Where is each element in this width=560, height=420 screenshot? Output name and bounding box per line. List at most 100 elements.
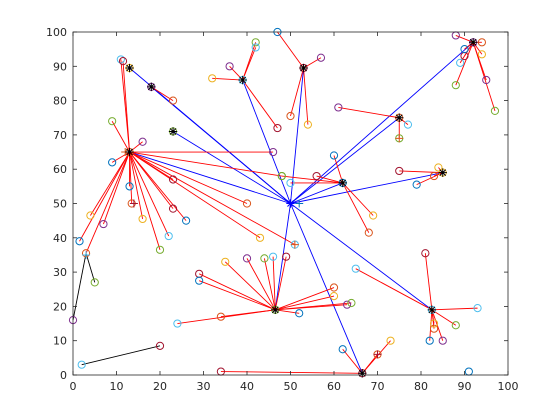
member-node <box>434 163 443 172</box>
cluster-link <box>274 256 287 310</box>
cluster-link <box>424 253 433 310</box>
member-node <box>164 231 173 241</box>
cluster-link <box>129 152 133 204</box>
cluster-link <box>198 273 276 311</box>
x-tick-label: 0 <box>70 380 77 393</box>
cluster-link <box>85 151 130 254</box>
standalone-node <box>77 360 86 369</box>
member-node <box>242 254 252 263</box>
x-tick-label: 20 <box>153 380 167 393</box>
member-node <box>75 237 84 246</box>
cluster-link <box>129 151 282 177</box>
member-node <box>473 304 482 313</box>
member-node <box>451 321 460 330</box>
cluster-head-marker <box>271 305 280 315</box>
member-node <box>451 81 460 90</box>
cluster-link <box>111 120 130 153</box>
cluster-link <box>275 295 335 311</box>
y-tick-label: 10 <box>53 335 67 348</box>
standalone-node <box>90 278 99 287</box>
member-node <box>429 319 439 328</box>
member-node <box>273 123 282 133</box>
member-node <box>251 38 260 47</box>
member-node <box>312 171 321 181</box>
x-tick-label: 100 <box>498 380 519 393</box>
member-node <box>277 171 286 181</box>
backbone-link <box>290 203 363 374</box>
cluster-head-marker <box>338 178 347 188</box>
member-node <box>168 204 178 213</box>
cluster-head-marker <box>358 369 367 378</box>
member-node <box>168 96 178 105</box>
member-node <box>295 309 304 318</box>
member-node <box>425 336 434 345</box>
cluster-link <box>290 67 304 117</box>
cluster-link <box>303 67 309 125</box>
member-node <box>477 38 486 47</box>
backbone-link <box>242 79 291 204</box>
member-node <box>118 57 128 66</box>
member-node <box>138 214 147 224</box>
member-node <box>286 178 295 188</box>
member-node <box>108 117 117 126</box>
y-tick-label: 60 <box>53 163 67 176</box>
y-tick-label: 0 <box>60 369 67 382</box>
extra-marker <box>295 199 304 208</box>
cluster-link <box>433 172 443 177</box>
cluster-link <box>90 151 130 216</box>
isolated-link <box>72 253 87 321</box>
member-node <box>242 199 252 208</box>
member-node <box>125 182 134 191</box>
y-tick-label: 90 <box>53 60 67 73</box>
backbone-link <box>151 86 291 204</box>
member-node <box>477 50 486 59</box>
cluster-link <box>431 307 478 311</box>
x-tick-label: 80 <box>414 380 428 393</box>
backbone-link <box>290 172 443 204</box>
cluster-head-marker <box>438 168 447 177</box>
member-node <box>338 345 347 354</box>
member-node <box>421 249 430 258</box>
cluster-link <box>342 348 363 374</box>
member-node <box>395 166 404 176</box>
cluster-link <box>198 280 276 311</box>
isolated-link <box>81 345 161 366</box>
member-node <box>403 120 413 129</box>
y-tick-label: 70 <box>53 129 67 142</box>
cluster-link <box>263 258 276 310</box>
y-tick-label: 40 <box>53 232 67 245</box>
member-node <box>260 254 269 263</box>
member-node <box>347 298 356 308</box>
member-node <box>286 111 295 121</box>
cluster-heads <box>125 38 478 378</box>
y-tick-label: 50 <box>53 198 67 211</box>
cluster-link <box>129 151 170 237</box>
cluster-link <box>224 261 276 311</box>
member-node <box>438 336 447 345</box>
backbone-link <box>129 151 291 204</box>
member-node <box>269 147 278 157</box>
backbone-link <box>290 67 304 204</box>
extra-marker <box>373 350 382 359</box>
cluster-head-marker <box>147 82 156 92</box>
sink-marker <box>286 199 295 208</box>
cluster-head-marker <box>427 305 437 315</box>
standalone-node <box>155 341 165 350</box>
y-tick-label: 80 <box>53 95 67 108</box>
x-tick-label: 30 <box>197 380 211 393</box>
cluster-link <box>338 107 400 119</box>
extra-marker <box>395 134 404 143</box>
cluster-link <box>455 42 474 86</box>
cluster-link <box>129 151 161 250</box>
x-tick-label: 50 <box>284 380 298 393</box>
member-node <box>482 75 491 85</box>
member-node <box>303 120 312 129</box>
member-node <box>195 276 204 285</box>
member-node <box>255 233 265 242</box>
x-tick-label: 90 <box>458 380 472 393</box>
member-node <box>329 283 339 292</box>
cluster-link <box>103 151 130 225</box>
member-node <box>412 180 421 189</box>
cluster-link <box>355 268 433 311</box>
